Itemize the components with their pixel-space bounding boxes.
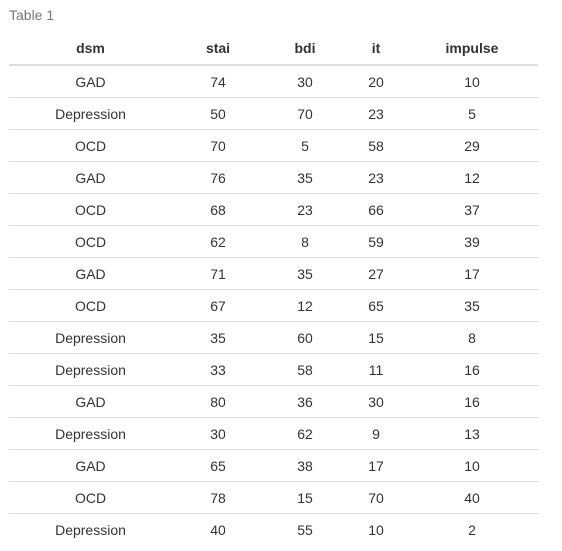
table-row: OCD 67 12 65 35 bbox=[9, 289, 538, 322]
table-cell-it: 15 bbox=[346, 321, 406, 354]
table-cell-it: 17 bbox=[346, 449, 406, 482]
table-cell-stai: 74 bbox=[210, 73, 226, 90]
table-cell-bdi: 38 bbox=[264, 449, 346, 482]
table-row: GAD 76 35 23 12 bbox=[9, 161, 538, 194]
table-cell-stai: 50 bbox=[172, 97, 264, 130]
table-cell-dsm: Depression bbox=[9, 97, 172, 130]
table-cell-bdi: 5 bbox=[264, 129, 346, 162]
table-cell-stai: 67 bbox=[172, 289, 264, 322]
table-row: GAD 80 36 30 16 bbox=[9, 385, 538, 418]
table-row: GAD 71 35 27 17 bbox=[9, 257, 538, 290]
table-cell-dsm: OCD bbox=[9, 481, 172, 514]
table-cell-stai: 30 bbox=[172, 417, 264, 450]
table-cell-it: 10 bbox=[346, 513, 406, 545]
table-cell-it: 58 bbox=[346, 129, 406, 162]
table-cell-bdi: 35 bbox=[264, 257, 346, 290]
table-cell-impulse: 16 bbox=[406, 353, 538, 386]
table-cell-impulse: 12 bbox=[406, 161, 538, 194]
table-cell-it: 66 bbox=[346, 193, 406, 226]
table-cell-impulse: 10 bbox=[464, 73, 480, 90]
table-cell-dsm: Depression bbox=[9, 513, 172, 545]
table-cell-impulse: 8 bbox=[406, 321, 538, 354]
header-row: dsm stai bdi it impulse bbox=[9, 32, 538, 66]
column-header-stai: stai bbox=[172, 32, 264, 66]
table-cell-bdi: 60 bbox=[264, 321, 346, 354]
table-cell-stai: 33 bbox=[172, 353, 264, 386]
table-cell-it: 65 bbox=[346, 289, 406, 322]
table-cell-stai: 62 bbox=[172, 225, 264, 258]
table-row: GAD 65 38 17 10 bbox=[9, 449, 538, 482]
table-cell-impulse: 37 bbox=[406, 193, 538, 226]
table-cell-stai: 65 bbox=[172, 449, 264, 482]
table-row: Depression 35 60 15 8 bbox=[9, 321, 538, 354]
table-cell-dsm: GAD bbox=[9, 449, 172, 482]
table-cell-dsm: GAD bbox=[9, 385, 172, 418]
table-cell-bdi: 12 bbox=[264, 289, 346, 322]
table-row: Depression 30 62 9 13 bbox=[9, 417, 538, 450]
column-header-impulse: impulse bbox=[406, 32, 538, 66]
table-cell-it: 9 bbox=[346, 417, 406, 450]
table-cell-it: 20 bbox=[368, 73, 384, 90]
table-cell-dsm: GAD bbox=[75, 73, 106, 90]
table-body: GAD 74 30 20 10 Depression 50 70 23 5 OCD 70 5 58 29 GA… bbox=[9, 65, 538, 545]
table-cell-impulse: 13 bbox=[406, 417, 538, 450]
table-cell-dsm: OCD bbox=[9, 225, 172, 258]
table-cell-stai: 40 bbox=[172, 513, 264, 545]
table-row: OCD 70 5 58 29 bbox=[9, 129, 538, 162]
table-cell-bdi: 62 bbox=[264, 417, 346, 450]
table-cell-impulse: 35 bbox=[406, 289, 538, 322]
table-cell-bdi: 58 bbox=[264, 353, 346, 386]
table-cell-stai: 76 bbox=[172, 161, 264, 194]
table-cell-it: 23 bbox=[346, 97, 406, 130]
table-cell-stai: 35 bbox=[172, 321, 264, 354]
table-cell-stai: 68 bbox=[172, 193, 264, 226]
table-cell-impulse: 16 bbox=[406, 385, 538, 418]
table-cell-bdi: 8 bbox=[264, 225, 346, 258]
table-cell-impulse: 2 bbox=[406, 513, 538, 545]
table-cell-dsm: Depression bbox=[9, 321, 172, 354]
table-cell-bdi: 55 bbox=[264, 513, 346, 545]
table-cell-dsm: Depression bbox=[9, 353, 172, 386]
table-cell-dsm: GAD bbox=[9, 257, 172, 290]
table-row: OCD 78 15 70 40 bbox=[9, 481, 538, 514]
table-cell-dsm: Depression bbox=[9, 417, 172, 450]
column-header-dsm: dsm bbox=[9, 32, 172, 66]
column-header-bdi: bdi bbox=[264, 32, 346, 66]
table-cell-stai: 80 bbox=[172, 385, 264, 418]
table-cell-dsm: OCD bbox=[9, 289, 172, 322]
table-row: Depression 33 58 11 16 bbox=[9, 353, 538, 386]
table-cell-it: 59 bbox=[346, 225, 406, 258]
data-table: dsm stai bdi it impulse GAD 74 30 20 10 Depre… bbox=[9, 32, 538, 545]
column-header-it: it bbox=[346, 32, 406, 66]
table-cell-it: 70 bbox=[346, 481, 406, 514]
table-cell-bdi: 23 bbox=[264, 193, 346, 226]
table-row: OCD 68 23 66 37 bbox=[9, 193, 538, 226]
table-row: OCD 62 8 59 39 bbox=[9, 225, 538, 258]
table-caption: Table 1 bbox=[9, 7, 55, 23]
table-cell-bdi: 30 bbox=[297, 73, 313, 90]
table-row: Depression 40 55 10 2 bbox=[9, 513, 538, 545]
table-cell-bdi: 70 bbox=[264, 97, 346, 130]
table-cell-impulse: 5 bbox=[406, 97, 538, 130]
table-row: Depression 50 70 23 5 bbox=[9, 97, 538, 130]
table-cell-bdi: 35 bbox=[264, 161, 346, 194]
table-cell-dsm: OCD bbox=[9, 129, 172, 162]
table-cell-it: 30 bbox=[346, 385, 406, 418]
table-cell-dsm: OCD bbox=[9, 193, 172, 226]
table-cell-impulse: 10 bbox=[406, 449, 538, 482]
table-cell-impulse: 40 bbox=[406, 481, 538, 514]
table-row: GAD 74 30 20 10 bbox=[9, 65, 538, 98]
table-cell-stai: 70 bbox=[172, 129, 264, 162]
table-cell-bdi: 36 bbox=[264, 385, 346, 418]
table-cell-impulse: 29 bbox=[406, 129, 538, 162]
table-cell-impulse: 39 bbox=[406, 225, 538, 258]
table-cell-it: 27 bbox=[346, 257, 406, 290]
table-cell-stai: 71 bbox=[172, 257, 264, 290]
table-cell-dsm: GAD bbox=[9, 161, 172, 194]
table-cell-bdi: 15 bbox=[264, 481, 346, 514]
table-cell-it: 11 bbox=[346, 353, 406, 386]
table-cell-stai: 78 bbox=[172, 481, 264, 514]
table-cell-it: 23 bbox=[346, 161, 406, 194]
table-cell-impulse: 17 bbox=[406, 257, 538, 290]
